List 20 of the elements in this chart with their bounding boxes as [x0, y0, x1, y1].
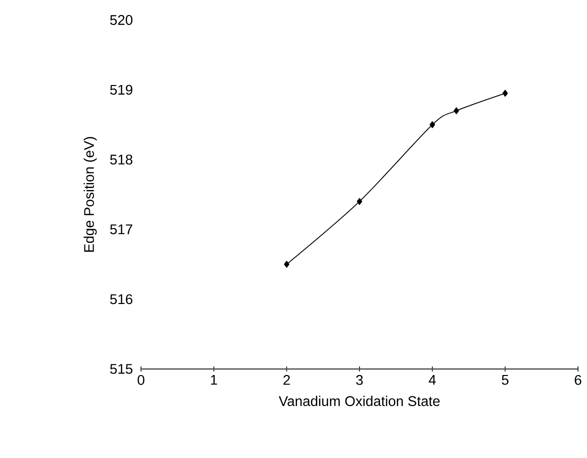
y-tick-label: 520: [110, 15, 132, 25]
point: [430, 121, 436, 128]
x-tick-label: 6: [574, 375, 582, 385]
x-tick-label: 2: [283, 375, 290, 385]
point: [356, 198, 362, 205]
y-tick-label: 515: [110, 364, 132, 374]
x-tick-label: 1: [211, 375, 218, 385]
point: [502, 90, 508, 97]
y-tick-label: 518: [110, 154, 132, 165]
x-tick-label: 0: [138, 375, 144, 385]
x-axis-title: Vanadium Oxidation State: [278, 396, 440, 406]
y-axis-title: Edge Position (eV): [84, 137, 97, 252]
y-tick-label: 519: [110, 84, 132, 95]
point: [454, 107, 460, 114]
x-tick-label: 4: [428, 375, 436, 385]
y-tick-label: 516: [110, 294, 132, 304]
y-tick-label: 517: [110, 224, 132, 234]
point: [284, 260, 290, 268]
x-tick-label: 5: [502, 375, 508, 385]
x-tick-label: 3: [356, 375, 363, 385]
